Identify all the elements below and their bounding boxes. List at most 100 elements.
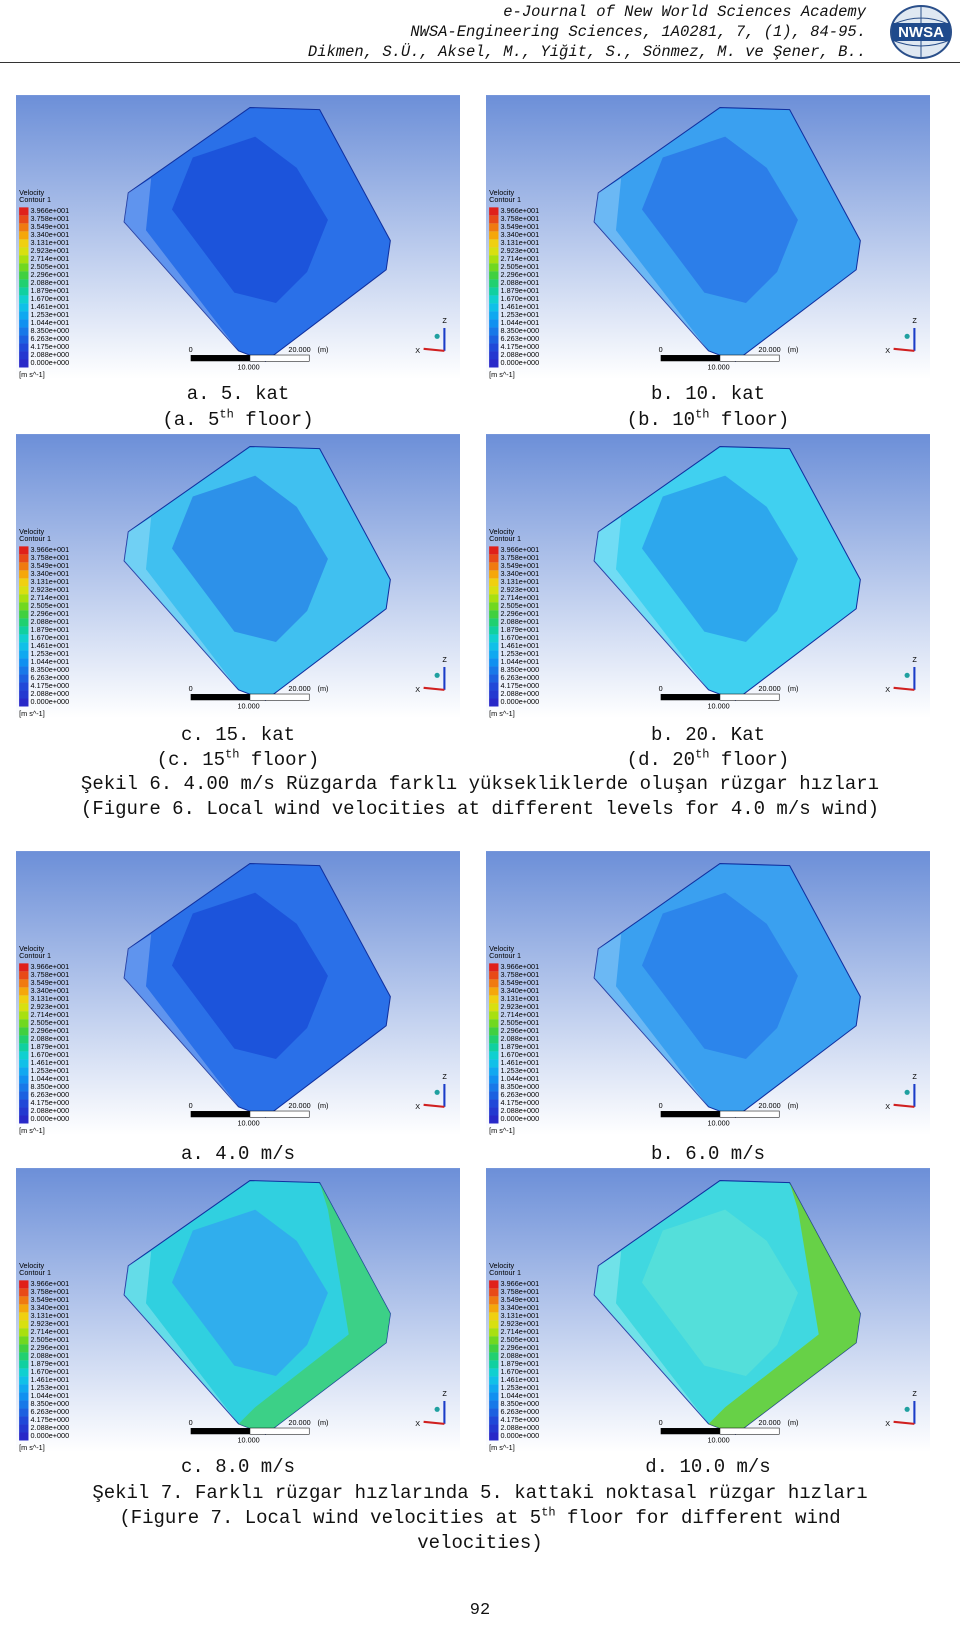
- caption-text: (a. 5: [162, 409, 220, 431]
- legend-level: 1.461e+001: [31, 1375, 70, 1384]
- legend-level: 2.505e+001: [31, 1018, 70, 1027]
- legend-swatch: [19, 279, 29, 288]
- legend-level: 2.088e+000: [501, 350, 540, 359]
- legend-level: 2.088e+001: [501, 1034, 540, 1043]
- legend-swatch: [19, 963, 29, 972]
- legend-swatch: [19, 594, 29, 603]
- legend-swatch: [489, 642, 499, 651]
- superscript: th: [695, 407, 710, 422]
- axis-y: [904, 1089, 910, 1095]
- legend-swatch: [489, 546, 499, 555]
- legend-swatch: [489, 594, 499, 603]
- legend-level: 3.549e+001: [501, 561, 540, 570]
- panel-caption: a. 4.0 m/s: [0, 1142, 708, 1167]
- legend-swatch: [19, 1011, 29, 1020]
- scale-start: 0: [659, 1418, 663, 1427]
- legend-swatch: [489, 271, 499, 280]
- logo-text: NWSA: [898, 24, 944, 41]
- legend-subtitle: Contour 1: [489, 195, 521, 204]
- legend-swatch: [489, 1312, 499, 1321]
- legend-level: 1.044e+001: [501, 1074, 540, 1083]
- legend-swatch: [489, 1019, 499, 1028]
- legend-level: 2.088e+001: [31, 278, 70, 287]
- legend-swatch: [19, 207, 29, 216]
- legend-swatch: [489, 1075, 499, 1084]
- caption-text: b. 6.0 m/s: [650, 1143, 766, 1165]
- legend-level: 1.253e+001: [31, 649, 70, 658]
- caption-text: (d. 20: [626, 749, 696, 771]
- scale-white: [249, 693, 310, 701]
- legend-swatch: [489, 1059, 499, 1068]
- legend-swatch: [19, 1360, 29, 1369]
- scale-black: [190, 694, 250, 701]
- low-velocity-zone: [641, 892, 798, 1060]
- axis-y: [904, 1406, 910, 1412]
- legend-swatch: [19, 578, 29, 587]
- axis-x-label: X: [415, 685, 420, 694]
- legend-swatch: [489, 562, 499, 571]
- caption-text: a. 4.0 m/s: [180, 1143, 296, 1165]
- legend-swatch: [489, 359, 499, 368]
- figure-caption-en: (Figure 6. Local wind velocities at diff…: [10, 797, 950, 822]
- caption-text: floor): [239, 749, 320, 771]
- legend-swatch: [489, 570, 499, 579]
- legend-level: 2.296e+001: [501, 1343, 540, 1352]
- superscript: th: [219, 407, 234, 422]
- scale-start: 0: [659, 684, 663, 693]
- legend-subtitle: Contour 1: [489, 1268, 521, 1277]
- scale-start: 0: [189, 1418, 193, 1427]
- legend-swatch: [19, 650, 29, 659]
- legend-level: 3.131e+001: [31, 577, 70, 586]
- legend-level: 1.044e+001: [501, 1391, 540, 1400]
- legend-swatch: [19, 658, 29, 667]
- legend-level: 2.505e+001: [31, 1335, 70, 1344]
- legend-level: 3.966e+001: [31, 206, 70, 215]
- panel-caption: c. 15. kat: [0, 723, 708, 748]
- scale-end: 20.000: [288, 1418, 310, 1427]
- legend-level: 2.505e+001: [501, 1018, 540, 1027]
- legend-level: 1.670e+001: [501, 1367, 540, 1376]
- logo: NWSA: [890, 5, 952, 59]
- legend-swatch: [489, 634, 499, 643]
- edge-zone: [708, 1182, 861, 1435]
- legend-swatch: [489, 247, 499, 256]
- legend-swatch: [489, 279, 499, 288]
- legend-swatch: [19, 271, 29, 280]
- legend-subtitle: Contour 1: [19, 951, 51, 960]
- caption-text: Şekil 6. 4.00 m/s Rüzgarda farklı yüksek…: [80, 773, 880, 795]
- legend-swatch: [489, 335, 499, 344]
- legend-swatch: [19, 554, 29, 563]
- legend-level: 6.263e+000: [31, 1407, 70, 1416]
- scale-unit: (m): [318, 1418, 329, 1427]
- legend-level: 2.923e+001: [501, 1002, 540, 1011]
- legend-level: 3.966e+001: [31, 545, 70, 554]
- legend-level: 2.714e+001: [501, 1327, 540, 1336]
- panel-caption: d. 10.0 m/s: [238, 1455, 960, 1480]
- scale-white: [249, 1110, 310, 1118]
- legend-level: 2.296e+001: [31, 1026, 70, 1035]
- scale-black: [190, 355, 250, 362]
- legend-swatch: [489, 1432, 499, 1441]
- legend-level: 3.340e+001: [501, 569, 540, 578]
- legend-swatch: [19, 1296, 29, 1305]
- legend-level: 2.505e+001: [31, 601, 70, 610]
- legend-swatch: [489, 1384, 499, 1393]
- legend-swatch: [19, 311, 29, 320]
- legend-level: 1.461e+001: [501, 1375, 540, 1384]
- legend-swatch: [489, 1043, 499, 1052]
- legend-level: 6.263e+000: [501, 334, 540, 343]
- scale-black: [190, 1428, 250, 1435]
- journal: e-Journal of New World Sciences Academy: [503, 3, 866, 21]
- legend-level: 1.670e+001: [31, 1050, 70, 1059]
- legend-level: 1.461e+001: [501, 1058, 540, 1067]
- shade: [594, 517, 709, 690]
- legend-swatch: [19, 698, 29, 707]
- legend-title: Velocity: [489, 188, 514, 197]
- legend-swatch: [489, 979, 499, 988]
- legend-unit: [m s^-1]: [489, 1443, 515, 1452]
- legend-swatch: [489, 1099, 499, 1108]
- legend-swatch: [489, 987, 499, 996]
- legend-level: 1.879e+001: [501, 286, 540, 295]
